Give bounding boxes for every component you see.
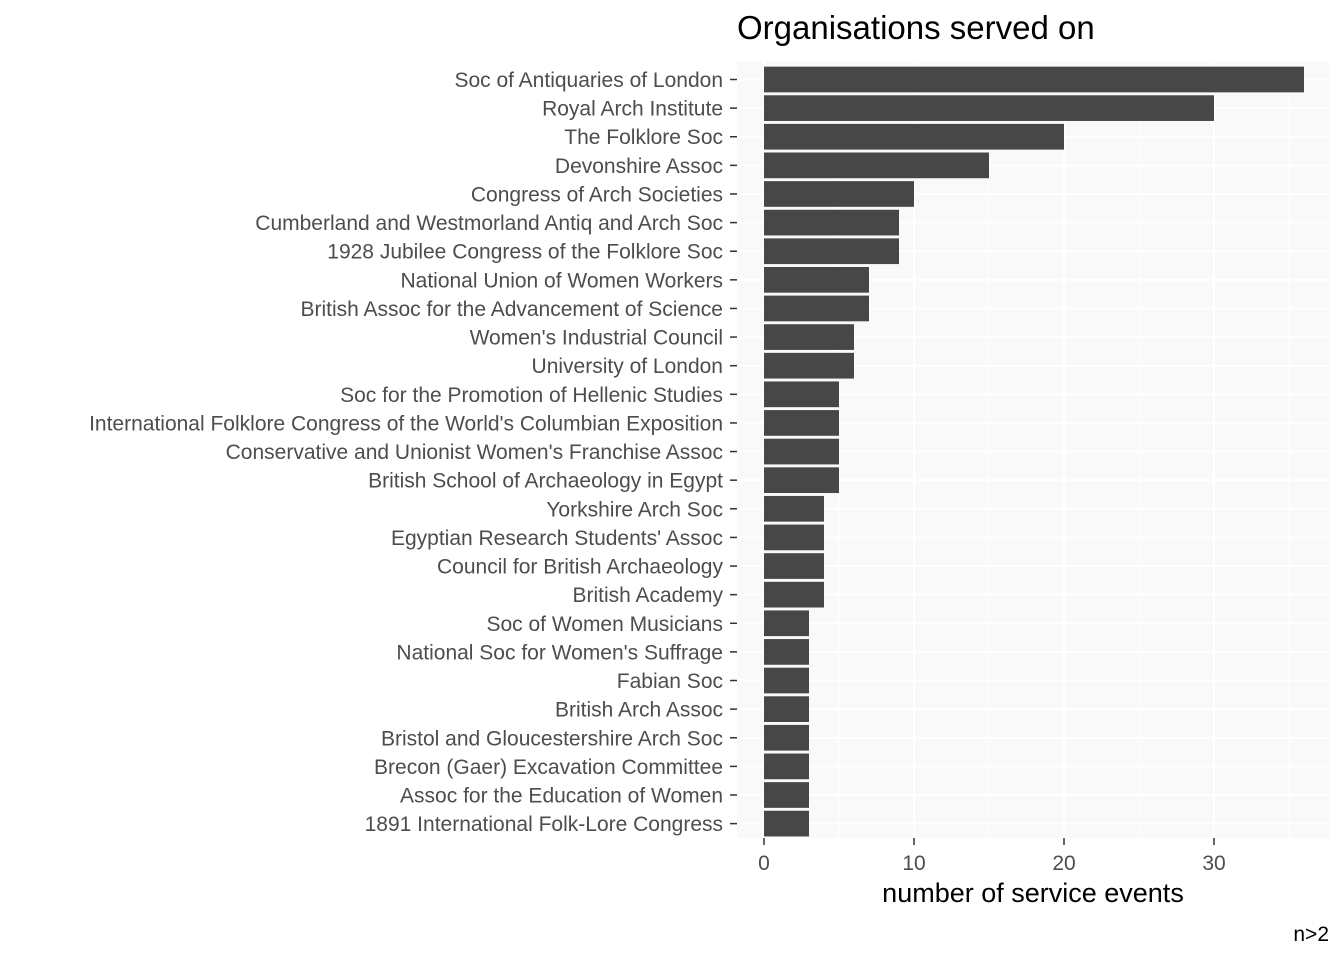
bar bbox=[764, 524, 824, 551]
category-label: Soc of Antiquaries of London bbox=[454, 69, 723, 92]
bar bbox=[764, 238, 899, 265]
category-label: Fabian Soc bbox=[617, 670, 723, 693]
chart-title: Organisations served on bbox=[737, 9, 1095, 46]
bar bbox=[764, 266, 869, 293]
category-label: British Academy bbox=[572, 584, 723, 607]
bar bbox=[764, 724, 809, 751]
bar bbox=[764, 495, 824, 522]
bar bbox=[764, 123, 1064, 150]
x-axis-title: number of service events bbox=[882, 878, 1184, 908]
category-label: Assoc for the Education of Women bbox=[400, 785, 723, 808]
category-label: Egyptian Research Students' Assoc bbox=[391, 527, 723, 550]
x-tick-label: 10 bbox=[902, 852, 925, 875]
category-label: National Soc for Women's Suffrage bbox=[396, 641, 723, 664]
caption: n>2 bbox=[1293, 923, 1329, 946]
bar bbox=[764, 324, 854, 350]
bar bbox=[764, 152, 989, 179]
bar bbox=[764, 66, 1304, 93]
x-axis: 0 10 20 30 bbox=[758, 838, 1226, 875]
category-label: British School of Archaeology in Egypt bbox=[368, 470, 723, 493]
category-label: University of London bbox=[532, 355, 723, 378]
category-label: 1891 International Folk-Lore Congress bbox=[365, 813, 723, 836]
bar bbox=[764, 610, 809, 637]
x-tick-label: 20 bbox=[1052, 852, 1075, 875]
category-label: 1928 Jubilee Congress of the Folklore So… bbox=[327, 241, 723, 264]
category-label: Council for British Archaeology bbox=[437, 556, 723, 579]
bar bbox=[764, 753, 809, 780]
bar bbox=[764, 810, 809, 837]
bar bbox=[764, 295, 869, 322]
category-label: Congress of Arch Societies bbox=[471, 183, 723, 206]
bar bbox=[764, 410, 839, 436]
category-label: Soc of Women Musicians bbox=[486, 613, 723, 636]
y-axis: Soc of Antiquaries of London Royal Arch I… bbox=[89, 69, 737, 836]
category-label: Royal Arch Institute bbox=[542, 98, 723, 121]
x-tick-label: 0 bbox=[758, 852, 770, 875]
category-label: Brecon (Gaer) Excavation Committee bbox=[374, 756, 723, 779]
bar bbox=[764, 639, 809, 665]
category-label: British Assoc for the Advancement of Sci… bbox=[300, 298, 723, 321]
bar bbox=[764, 696, 809, 722]
bar bbox=[764, 667, 809, 694]
category-label: National Union of Women Workers bbox=[400, 269, 723, 292]
category-label: Yorkshire Arch Soc bbox=[546, 498, 723, 521]
category-label: British Arch Assoc bbox=[555, 699, 723, 722]
category-label: Cumberland and Westmorland Antiq and Arc… bbox=[255, 212, 723, 235]
bar bbox=[764, 782, 809, 808]
category-label: Devonshire Assoc bbox=[555, 155, 723, 178]
category-label: International Folklore Congress of the W… bbox=[89, 412, 723, 435]
bar bbox=[764, 581, 824, 608]
bar bbox=[764, 181, 914, 207]
bar bbox=[764, 209, 899, 236]
bar bbox=[764, 438, 839, 465]
bar bbox=[764, 467, 839, 494]
bars bbox=[764, 66, 1304, 837]
category-label: Bristol and Gloucestershire Arch Soc bbox=[381, 727, 723, 750]
bar bbox=[764, 352, 854, 379]
category-label: The Folklore Soc bbox=[564, 126, 723, 149]
category-label: Conservative and Unionist Women's Franch… bbox=[226, 441, 723, 464]
x-tick-label: 30 bbox=[1202, 852, 1225, 875]
category-label: Soc for the Promotion of Hellenic Studie… bbox=[340, 384, 723, 407]
bar bbox=[764, 95, 1214, 121]
bar bbox=[764, 553, 824, 579]
bar bbox=[764, 381, 839, 408]
category-label: Women's Industrial Council bbox=[470, 327, 723, 350]
